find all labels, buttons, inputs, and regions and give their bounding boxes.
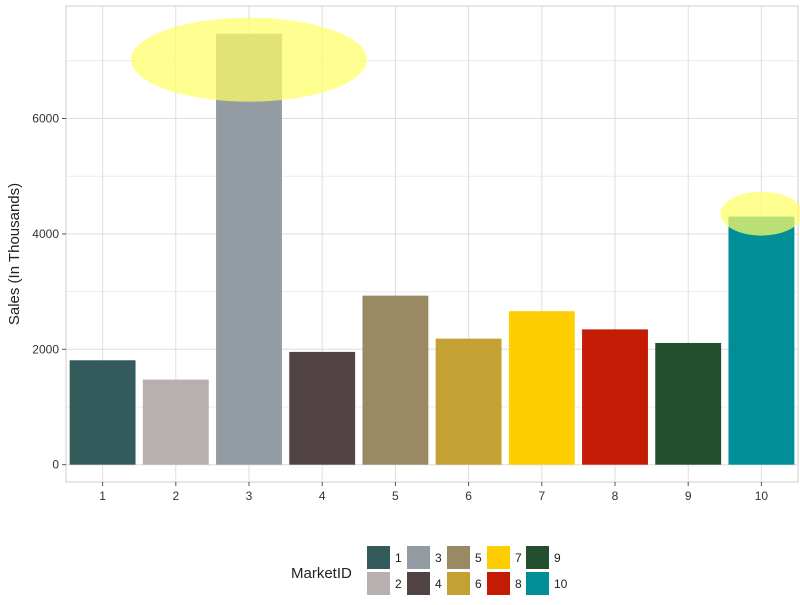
highlights xyxy=(131,17,800,236)
legend-swatch-3 xyxy=(407,546,430,569)
y-axis-title: Sales (In Thousands) xyxy=(6,183,23,325)
x-tick-label: 7 xyxy=(538,489,545,503)
legend-swatch-1 xyxy=(367,546,390,569)
y-axis-ticks: 0 2000 4000 6000 xyxy=(32,112,66,472)
plot-panel-border xyxy=(65,5,799,483)
bar-market-9 xyxy=(655,342,722,465)
legend-swatch-5 xyxy=(447,546,470,569)
bar-market-6 xyxy=(435,338,502,465)
legend-title: MarketID xyxy=(291,565,352,582)
y-tick-label: 6000 xyxy=(32,112,59,126)
legend-label-9: 9 xyxy=(554,551,561,565)
bar-market-1 xyxy=(69,360,136,465)
legend-swatch-2 xyxy=(367,572,390,595)
y-tick-label: 2000 xyxy=(32,342,59,356)
legend-label-2: 2 xyxy=(395,577,402,591)
bar-market-3 xyxy=(216,33,282,465)
y-tick-label: 4000 xyxy=(32,227,59,241)
bars xyxy=(69,33,795,465)
x-tick-label: 5 xyxy=(392,489,399,503)
legend-label-1: 1 xyxy=(395,551,402,565)
legend-swatch-7 xyxy=(487,546,510,569)
bar-market-4 xyxy=(289,351,356,465)
highlight-ellipse-3 xyxy=(131,17,367,102)
legend-label-8: 8 xyxy=(515,577,522,591)
x-tick-label: 1 xyxy=(99,489,106,503)
legend-swatch-6 xyxy=(447,572,470,595)
bar-market-8 xyxy=(582,329,648,465)
highlight-ellipse-10 xyxy=(720,191,800,236)
bar-market-7 xyxy=(508,311,575,465)
x-tick-label: 4 xyxy=(319,489,326,503)
bar-market-2 xyxy=(142,379,209,465)
x-tick-label: 2 xyxy=(172,489,179,503)
legend-label-4: 4 xyxy=(435,577,442,591)
legend-swatch-10 xyxy=(526,572,549,595)
bar-market-10 xyxy=(728,216,795,465)
y-tick-label: 0 xyxy=(52,458,59,472)
x-tick-label: 3 xyxy=(246,489,253,503)
legend-label-3: 3 xyxy=(435,551,442,565)
x-tick-label: 8 xyxy=(612,489,619,503)
legend-label-7: 7 xyxy=(515,551,522,565)
legend-label-10: 10 xyxy=(554,577,568,591)
legend-label-6: 6 xyxy=(475,577,482,591)
x-tick-label: 10 xyxy=(755,489,769,503)
legend-swatch-8 xyxy=(487,572,510,595)
x-tick-label: 6 xyxy=(465,489,472,503)
legend: MarketID 1 2 3 4 5 6 7 8 9 10 xyxy=(291,546,568,595)
x-axis-ticks: 1 2 3 4 5 6 7 8 9 10 xyxy=(99,482,768,503)
legend-swatch-9 xyxy=(526,546,549,569)
legend-swatch-4 xyxy=(407,572,430,595)
legend-label-5: 5 xyxy=(475,551,482,565)
bar-market-5 xyxy=(362,295,429,465)
x-tick-label: 9 xyxy=(685,489,692,503)
